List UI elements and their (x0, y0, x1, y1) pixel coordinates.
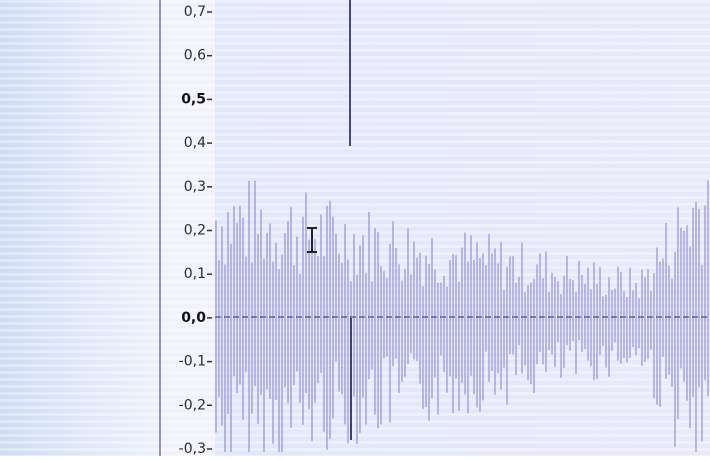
ruler-label: -0,1 (179, 354, 206, 370)
text-cursor (307, 227, 317, 253)
ruler-label: -0,3 (179, 441, 206, 456)
ruler-label: 0,0 (181, 310, 206, 326)
ruler-label: 0,5 (181, 91, 206, 107)
ruler-label: 0,6 (184, 48, 206, 64)
ruler-label: -0,2 (179, 397, 206, 413)
ruler-label: 0,2 (184, 223, 206, 239)
waveform (215, 180, 709, 452)
ruler: 0,7 0,6 0,5 0,4 0,3 0,2 0,1 0,0 -0,1 -0,2 -0,3 (179, 4, 212, 457)
ruler-label: 0,1 (184, 266, 206, 282)
ruler-label: 0,4 (184, 135, 206, 151)
ruler-label: 0,3 (184, 179, 206, 195)
ruler-label: 0,7 (184, 4, 206, 20)
